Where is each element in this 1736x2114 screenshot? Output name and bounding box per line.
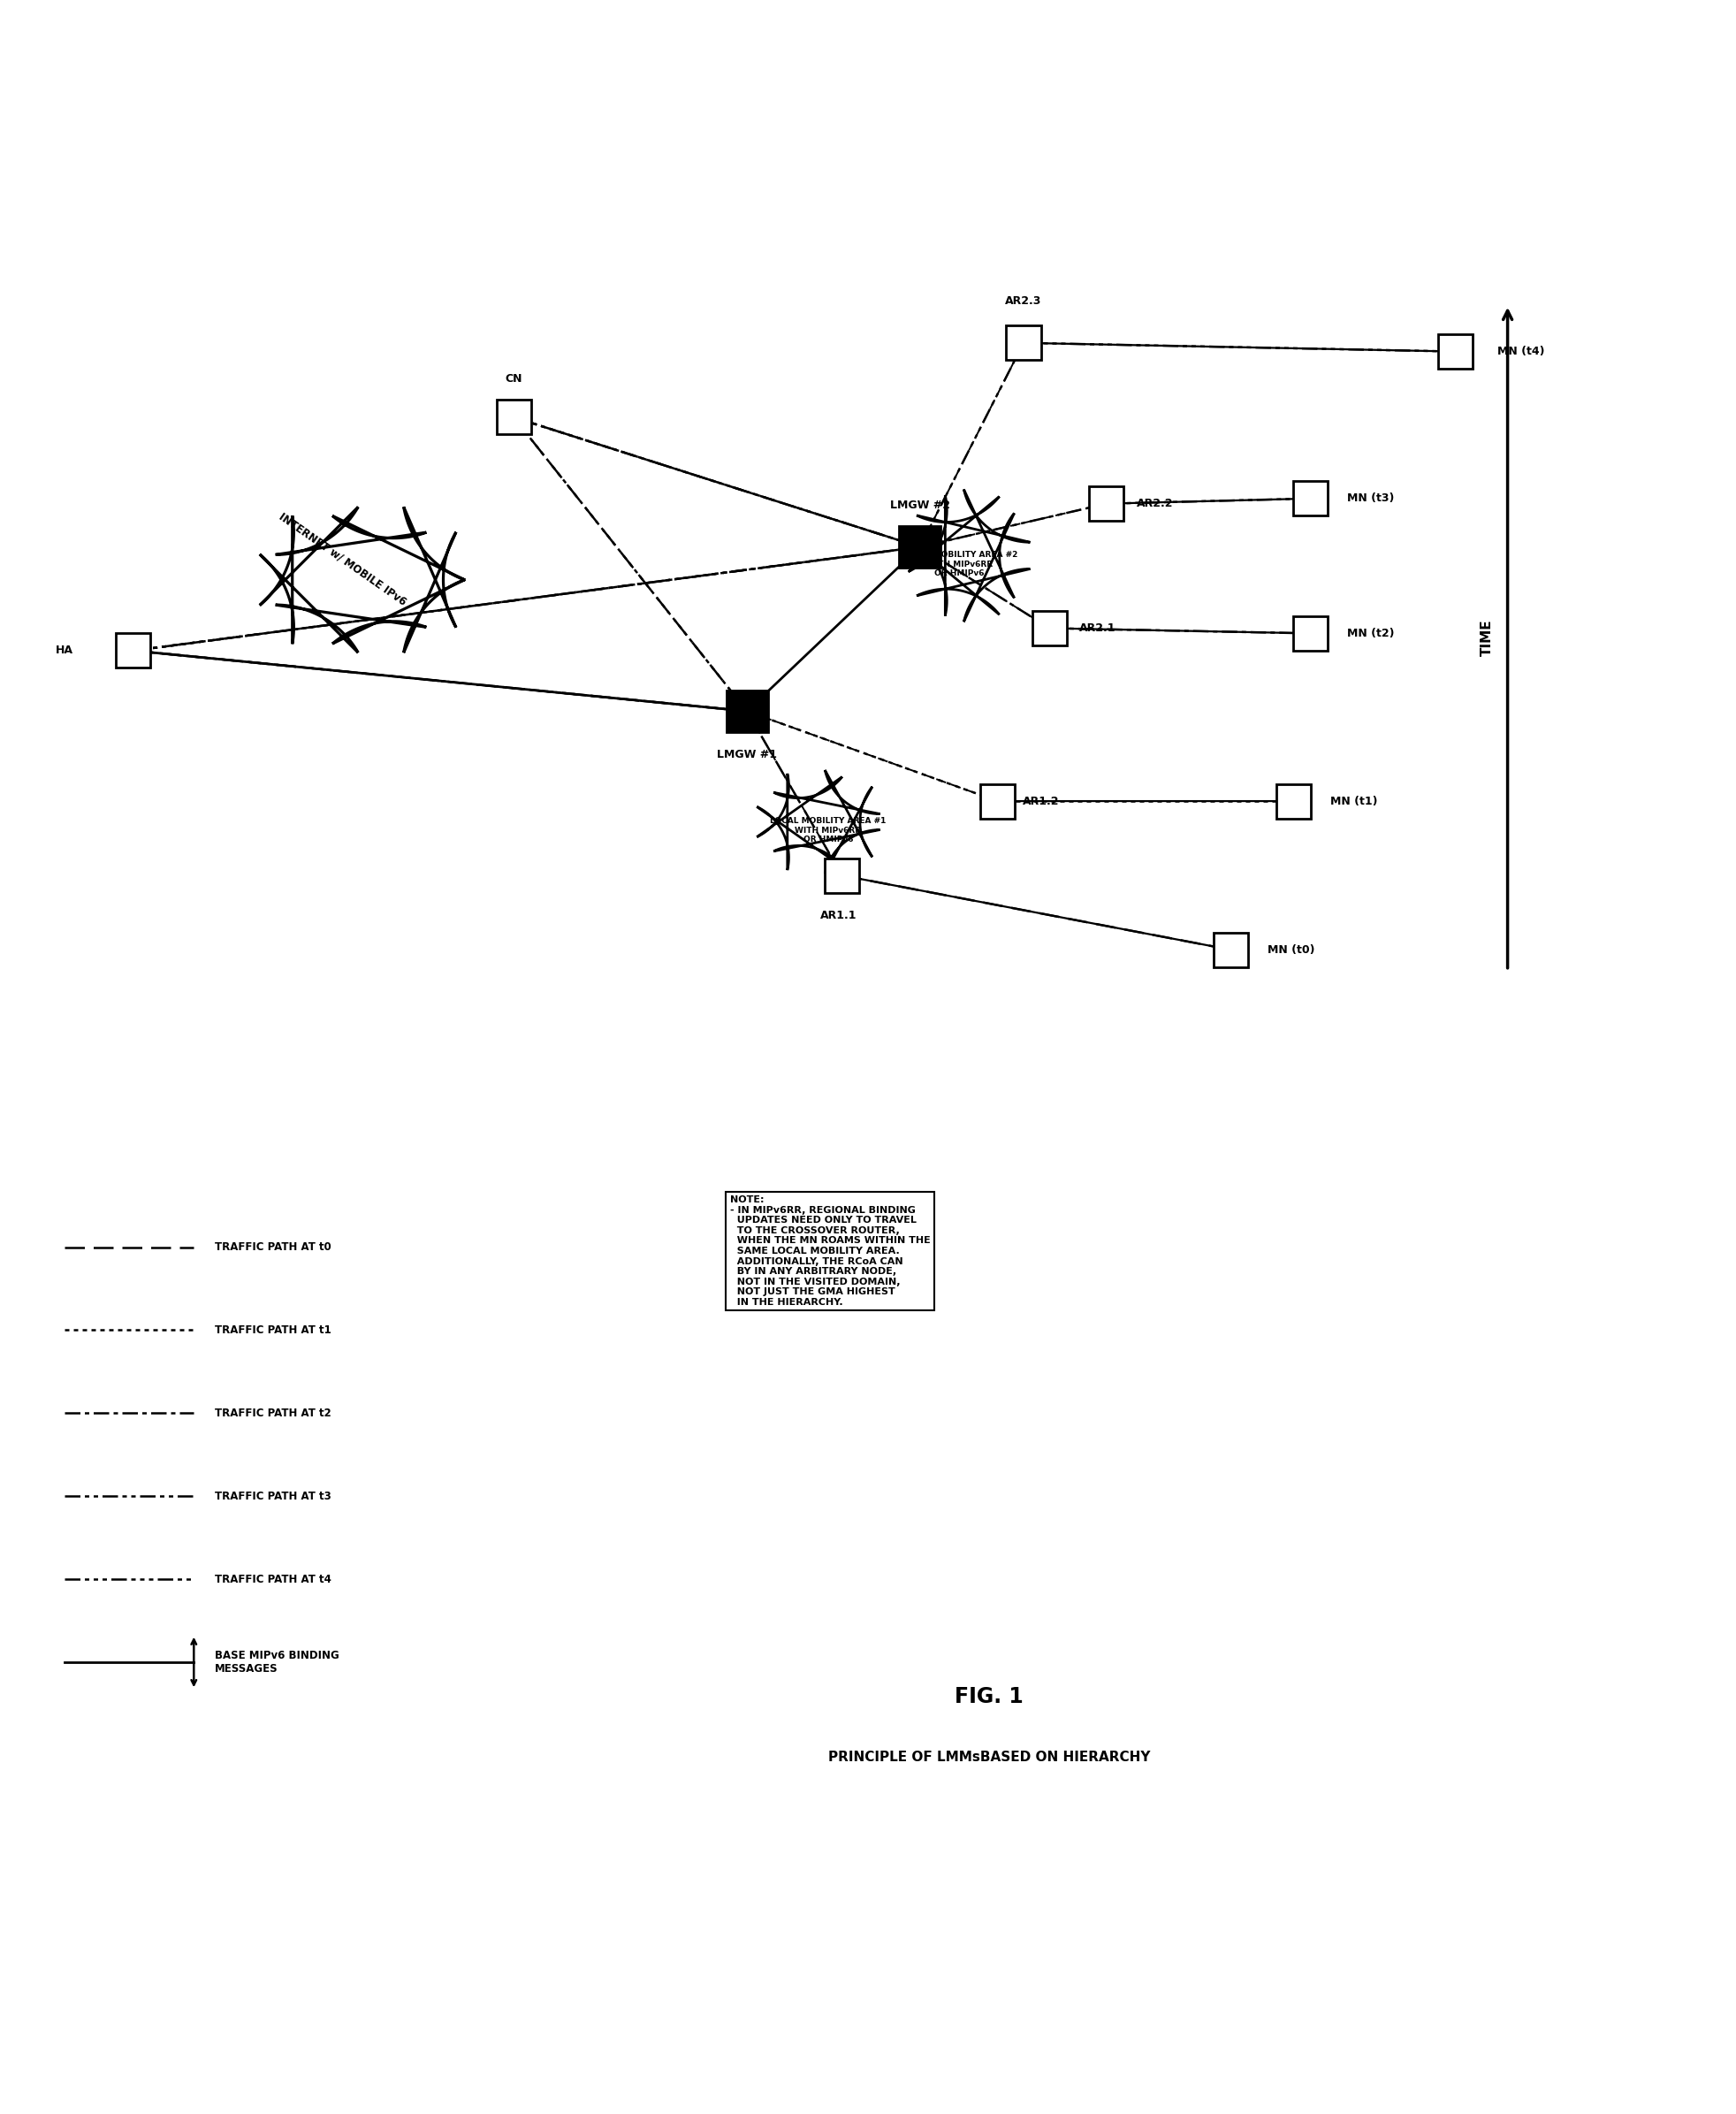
Bar	[726, 691, 767, 731]
Text: AR2.2: AR2.2	[1137, 499, 1174, 509]
Bar	[496, 400, 531, 435]
Text: FIG. 1: FIG. 1	[955, 1687, 1023, 1708]
Bar	[1276, 784, 1311, 818]
Bar	[1088, 486, 1123, 520]
Text: TRAFFIC PATH AT t1: TRAFFIC PATH AT t1	[215, 1325, 332, 1336]
Text: TRAFFIC PATH AT t3: TRAFFIC PATH AT t3	[215, 1490, 332, 1501]
Text: TRAFFIC PATH AT t0: TRAFFIC PATH AT t0	[215, 1241, 332, 1254]
Text: MN (t1): MN (t1)	[1330, 795, 1377, 808]
Text: LMGW #2: LMGW #2	[891, 499, 950, 512]
Text: BASE MIPv6 BINDING
MESSAGES: BASE MIPv6 BINDING MESSAGES	[215, 1649, 339, 1674]
Text: MN (t2): MN (t2)	[1347, 628, 1394, 638]
Text: MN (t0): MN (t0)	[1267, 945, 1316, 956]
Bar	[1293, 482, 1328, 516]
Text: TRAFFIC PATH AT t4: TRAFFIC PATH AT t4	[215, 1573, 332, 1586]
Text: MN (t3): MN (t3)	[1347, 493, 1394, 505]
Bar	[1213, 932, 1248, 966]
Text: TRAFFIC PATH AT t2: TRAFFIC PATH AT t2	[215, 1408, 332, 1418]
Text: INTERNET w/ MOBILE IPv6: INTERNET w/ MOBILE IPv6	[276, 509, 408, 607]
Text: AR2.3: AR2.3	[1005, 296, 1042, 307]
Bar	[116, 634, 151, 668]
Text: LOCAL MOBILITY AREA #2
WITH MIPv6RR
OR HMIPv6: LOCAL MOBILITY AREA #2 WITH MIPv6RR OR H…	[901, 552, 1017, 577]
Bar	[1293, 615, 1328, 651]
Text: CN: CN	[505, 374, 523, 385]
Bar	[1033, 611, 1068, 645]
Bar	[825, 858, 859, 892]
Text: AR1.1: AR1.1	[821, 909, 858, 922]
Text: AR2.1: AR2.1	[1080, 622, 1116, 634]
Bar	[1007, 326, 1042, 359]
Text: PRINCIPLE OF LMMsBASED ON HIERARCHY: PRINCIPLE OF LMMsBASED ON HIERARCHY	[828, 1750, 1149, 1763]
Text: TIME: TIME	[1481, 619, 1493, 655]
Bar	[899, 526, 941, 569]
Bar	[981, 784, 1016, 818]
Text: LOCAL MOBILITY AREA #1
WITH MIPv6RR
OR HMIPv6: LOCAL MOBILITY AREA #1 WITH MIPv6RR OR H…	[771, 818, 887, 843]
Text: AR1.2: AR1.2	[1023, 795, 1059, 808]
Text: NOTE:
- IN MIPv6RR, REGIONAL BINDING
  UPDATES NEED ONLY TO TRAVEL
  TO THE CROS: NOTE: - IN MIPv6RR, REGIONAL BINDING UPD…	[729, 1194, 930, 1306]
Text: HA: HA	[56, 645, 73, 657]
Bar	[1439, 334, 1474, 368]
Text: MN (t4): MN (t4)	[1498, 347, 1545, 357]
Text: LMGW #1: LMGW #1	[717, 748, 778, 761]
